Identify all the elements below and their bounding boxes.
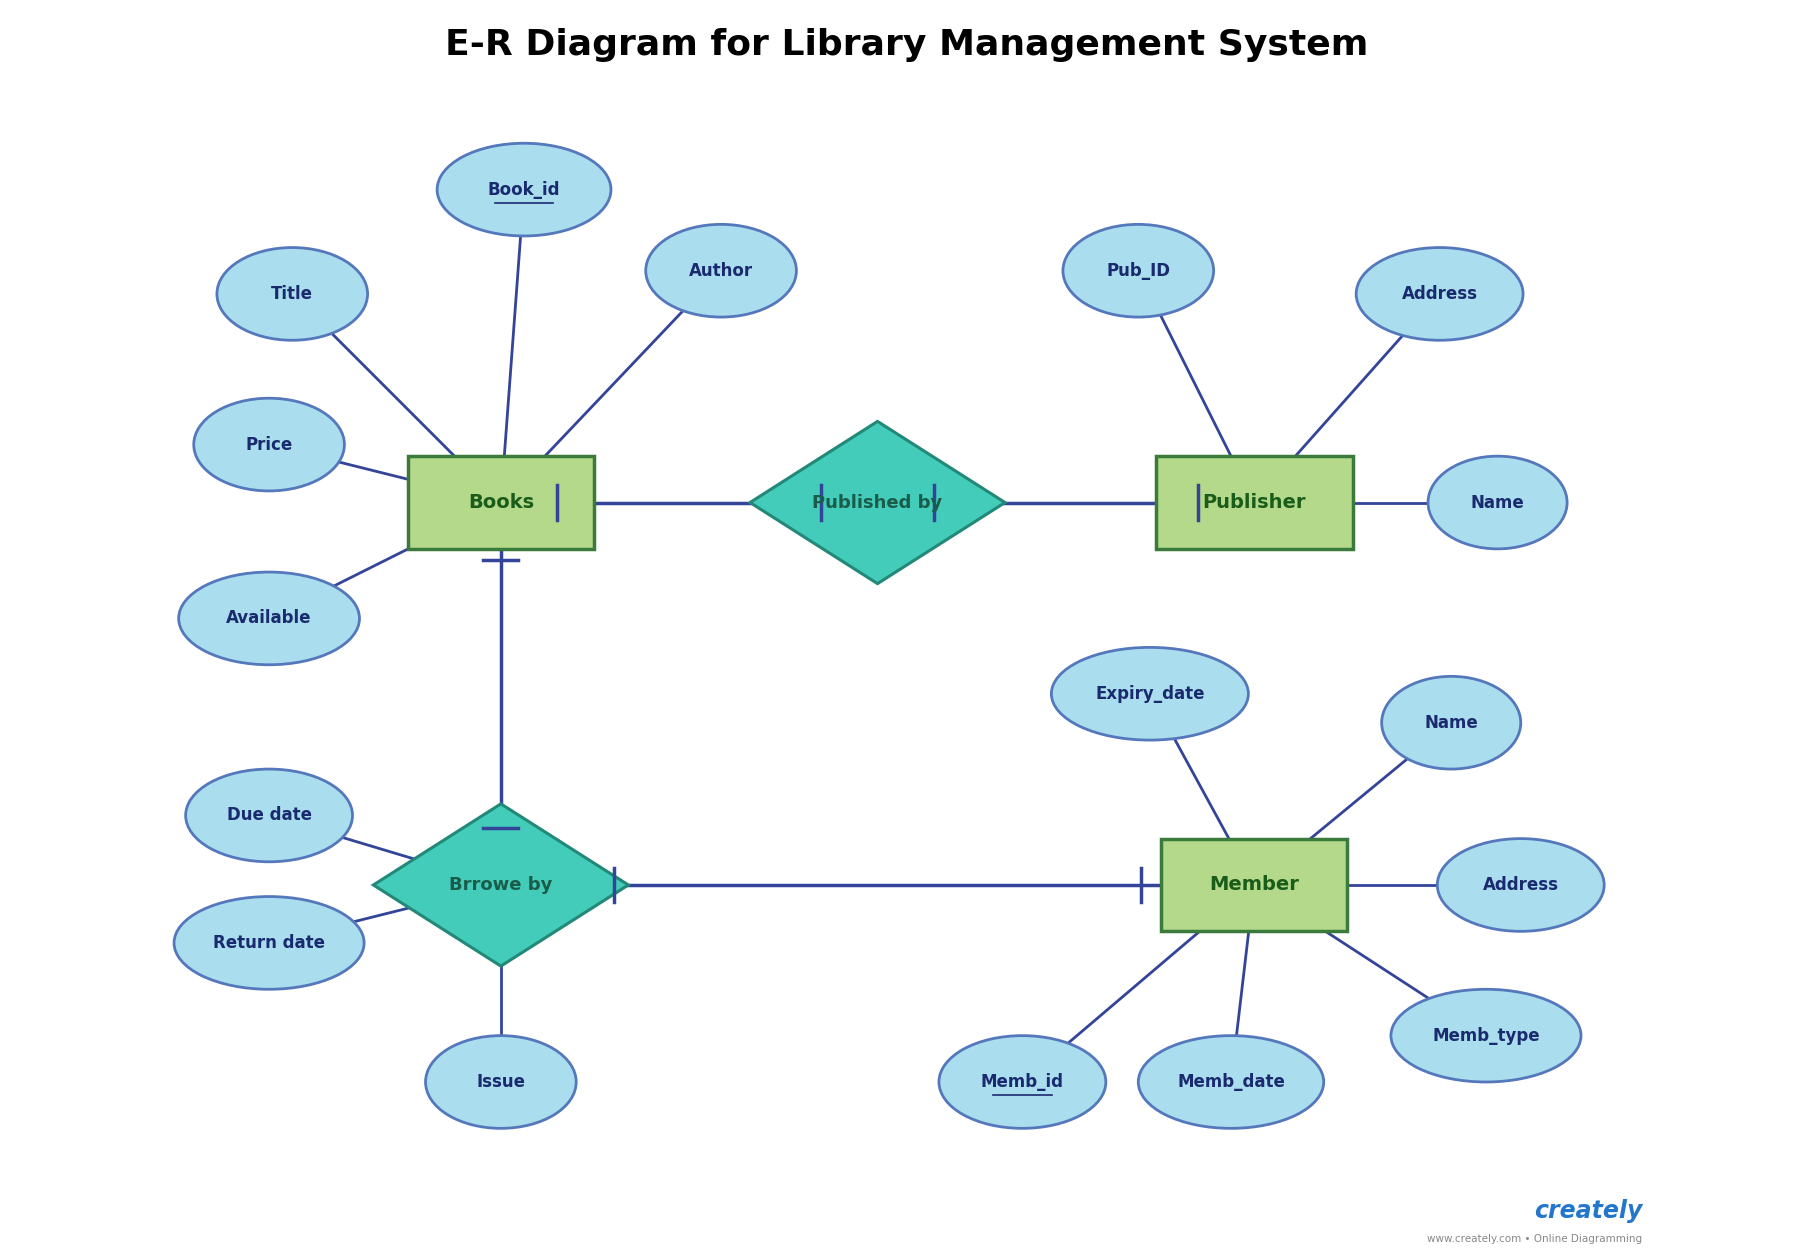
Text: Memb_id: Memb_id: [981, 1074, 1064, 1091]
Text: Return date: Return date: [214, 934, 325, 951]
Text: Address: Address: [1483, 876, 1559, 893]
Ellipse shape: [426, 1036, 577, 1129]
Text: E-R Diagram for Library Management System: E-R Diagram for Library Management Syste…: [444, 28, 1369, 62]
Ellipse shape: [1052, 648, 1249, 740]
Ellipse shape: [218, 247, 368, 340]
Text: Due date: Due date: [227, 806, 312, 824]
Ellipse shape: [179, 572, 359, 665]
Ellipse shape: [1429, 456, 1566, 549]
Text: Book_id: Book_id: [488, 180, 560, 199]
Ellipse shape: [1382, 677, 1521, 769]
Text: Published by: Published by: [812, 494, 943, 512]
Text: Member: Member: [1209, 876, 1300, 895]
Text: Pub_ID: Pub_ID: [1106, 262, 1169, 280]
Text: Expiry_date: Expiry_date: [1095, 684, 1204, 703]
Ellipse shape: [1139, 1036, 1323, 1129]
Ellipse shape: [194, 398, 344, 491]
Text: Price: Price: [245, 436, 292, 454]
Ellipse shape: [1062, 224, 1213, 318]
Text: Memb_type: Memb_type: [1432, 1027, 1539, 1045]
Text: Address: Address: [1401, 285, 1478, 302]
Text: Books: Books: [468, 493, 535, 512]
Text: Memb_date: Memb_date: [1177, 1074, 1285, 1091]
Ellipse shape: [939, 1036, 1106, 1129]
Text: Title: Title: [272, 285, 314, 302]
Polygon shape: [373, 804, 629, 966]
Text: Name: Name: [1425, 713, 1478, 732]
Text: Publisher: Publisher: [1202, 493, 1305, 512]
Text: Author: Author: [689, 262, 752, 280]
Text: Available: Available: [227, 610, 312, 627]
FancyBboxPatch shape: [408, 456, 593, 549]
Text: Name: Name: [1470, 494, 1525, 512]
Text: www.creately.com • Online Diagramming: www.creately.com • Online Diagramming: [1427, 1235, 1643, 1244]
Ellipse shape: [1391, 989, 1581, 1082]
FancyBboxPatch shape: [1162, 839, 1347, 931]
Text: Brrowe by: Brrowe by: [450, 876, 553, 893]
Polygon shape: [751, 421, 1004, 583]
Ellipse shape: [174, 897, 364, 989]
Ellipse shape: [437, 144, 611, 236]
Ellipse shape: [185, 769, 352, 862]
Text: creately: creately: [1534, 1200, 1643, 1223]
Ellipse shape: [1356, 247, 1523, 340]
Ellipse shape: [645, 224, 796, 318]
FancyBboxPatch shape: [1155, 456, 1352, 549]
Text: Issue: Issue: [477, 1074, 526, 1091]
Ellipse shape: [1438, 839, 1605, 931]
